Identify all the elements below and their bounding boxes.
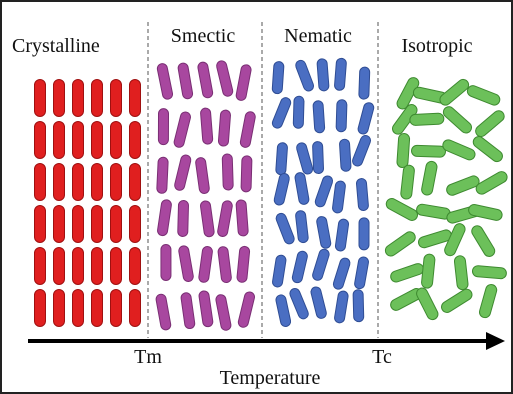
rod <box>317 59 329 92</box>
rod <box>92 290 103 327</box>
rod <box>130 164 141 201</box>
phase-diagram: Crystalline Smectic Nematic Isotropic Tm… <box>0 0 513 394</box>
rod <box>336 100 347 132</box>
phase-label: Isotropic <box>401 35 472 57</box>
rod <box>111 206 122 243</box>
rod <box>339 139 351 172</box>
rod <box>92 248 103 285</box>
rod <box>111 248 122 285</box>
rod <box>130 206 141 243</box>
rod <box>472 265 507 279</box>
rod <box>158 109 168 145</box>
rod <box>35 248 46 285</box>
rod <box>73 80 84 117</box>
rod <box>54 248 65 285</box>
rod <box>111 290 122 327</box>
rod <box>359 67 370 99</box>
rod <box>73 248 84 285</box>
rod <box>92 206 103 243</box>
rod <box>111 164 122 201</box>
rod <box>359 218 369 250</box>
rod <box>334 58 346 91</box>
rod <box>222 154 233 190</box>
rod <box>410 113 444 126</box>
rod <box>35 80 46 117</box>
rod <box>130 122 141 159</box>
rod <box>111 122 122 159</box>
rod <box>161 244 171 280</box>
rod <box>130 290 141 327</box>
transition-label: Tm <box>134 346 162 368</box>
rod <box>293 96 304 128</box>
rod <box>35 206 46 243</box>
rod <box>92 164 103 201</box>
axis-label: Temperature <box>220 367 321 389</box>
rod <box>218 110 231 147</box>
transition-label: Tc <box>372 346 392 368</box>
rod <box>130 80 141 117</box>
rod <box>54 164 65 201</box>
rod <box>54 122 65 159</box>
rod <box>92 122 103 159</box>
rod <box>73 206 84 243</box>
rod <box>397 133 410 168</box>
rod <box>130 248 141 285</box>
phase-label: Crystalline <box>12 35 100 57</box>
rod <box>73 122 84 159</box>
phase-label: Nematic <box>284 25 352 47</box>
rod <box>73 164 84 201</box>
rod <box>356 178 369 211</box>
rod <box>54 206 65 243</box>
rod <box>353 290 364 322</box>
rod <box>73 290 84 327</box>
rod <box>35 164 46 201</box>
rod <box>178 200 189 236</box>
rod <box>35 122 46 159</box>
rod <box>200 108 213 145</box>
rod <box>35 290 46 327</box>
rod <box>111 80 122 117</box>
rod <box>313 100 325 133</box>
rod <box>92 80 103 117</box>
rod <box>54 80 65 117</box>
rod <box>411 145 445 157</box>
rod <box>312 141 323 173</box>
rod <box>54 290 65 327</box>
rod <box>241 156 252 192</box>
rod <box>276 142 288 175</box>
rod <box>236 200 249 237</box>
rod <box>157 157 169 193</box>
phase-label: Smectic <box>171 25 236 47</box>
rod <box>272 61 284 94</box>
